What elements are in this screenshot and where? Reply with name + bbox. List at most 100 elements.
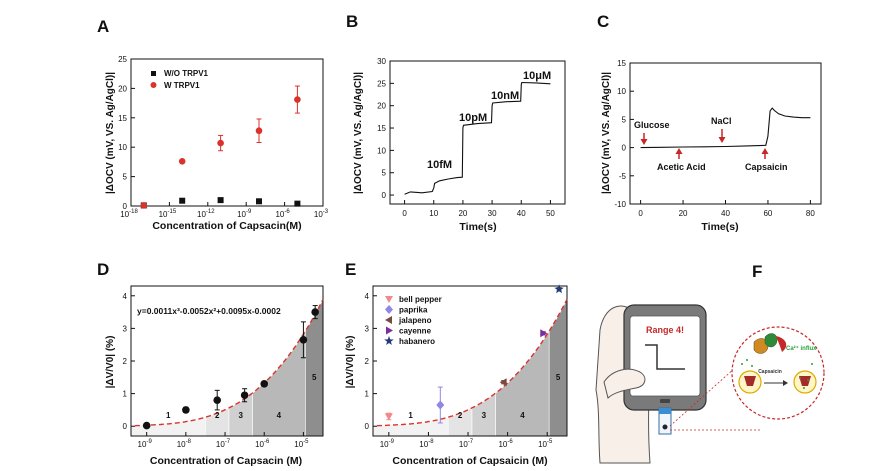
chart-b-x-tick-label: 30 [488, 209, 497, 218]
chart-d-x-tick-label: 10-7 [216, 439, 231, 449]
chart-c-x-tick-label: 20 [679, 209, 688, 218]
chart-b-x-tick-label: 40 [517, 209, 526, 218]
chart-e-y-label: |ΔV/V0| (%) [345, 336, 356, 389]
chart-a-x-tick-label: 10-9 [237, 209, 252, 219]
chart-b-x-tick-label: 50 [546, 209, 555, 218]
chart-e-point-paprika [436, 400, 445, 410]
chart-a-point-with-trpv1 [178, 158, 186, 165]
legend-label-cayenne: cayenne [399, 327, 432, 336]
chart-a-point-without-trpv1 [217, 197, 224, 204]
chart-c-x-tick-label: 80 [806, 209, 815, 218]
chart-d-point [260, 380, 269, 388]
chart-b-annotation-10fm: 10fM [427, 159, 452, 171]
legend-label-jalapeno: jalapeno [398, 316, 432, 325]
chart-b-y-tick-label: 10 [377, 146, 386, 155]
chart-d-range-label: 5 [312, 373, 317, 382]
chart-a-point-with-trpv1 [294, 96, 301, 103]
chart-a-point-without-trpv1 [294, 200, 301, 207]
chart-d-x-tick-label-exponent: -9 [146, 439, 152, 445]
chart-a-y-tick-label: 20 [118, 84, 127, 93]
chart-a: 10-18 10-15 10-12 10-9 10-6 10-3 0 5 10 15 20 25 W/… [105, 55, 329, 232]
chart-a-point-with-trpv1 [255, 127, 263, 135]
chart-d-point [182, 406, 190, 414]
phone-port [660, 399, 670, 403]
legend-marker-cayenne [386, 326, 393, 335]
chart-d-point [142, 421, 151, 430]
chart-a-x-tick-label: 10-12 [197, 209, 215, 219]
chart-d: 10-9 10-8 10-7 10-6 10-5 0 1 2 3 4 1 2 3 4 5 y=0.0011… [105, 285, 324, 467]
chart-a-frame [130, 58, 324, 207]
legend-marker-habanero [384, 336, 394, 345]
chart-a-x-tick-label-exponent: -9 [246, 209, 252, 215]
chart-d-x-tick-label-exponent: -5 [303, 439, 309, 445]
arrow-up-icon [761, 148, 769, 154]
chart-e-y-tick-label: 4 [365, 292, 370, 301]
chart-e-point-jalapeno [499, 378, 507, 387]
chart-c-annotation-nacl: NaCl [711, 116, 732, 126]
chart-d-x-tick-label: 10-6 [255, 439, 270, 449]
chart-b-y-tick-label: 20 [377, 102, 386, 111]
thumb-icon [603, 368, 646, 399]
chart-b-series-line [404, 81, 551, 195]
chart-a-y-tick-label: 10 [118, 143, 127, 152]
chart-d-range-label: 2 [215, 411, 220, 420]
chart-a-x-label: Concentration of Capsacin(M) [152, 220, 301, 232]
chart-d-point [240, 391, 249, 400]
legend-marker-with-trpv1 [150, 82, 157, 88]
chart-e-range-label: 2 [458, 411, 463, 420]
chart-a-x-tick-label-exponent: -12 [206, 209, 215, 215]
chart-b-y-tick-label: 5 [382, 169, 387, 178]
chart-b-annotation-10nm: 10nM [491, 90, 519, 102]
chart-c-y-tick-label: 5 [622, 115, 627, 124]
chart-e-x-tick-label: 10-5 [538, 439, 553, 449]
legend-label-with-trpv1: W TRPV1 [164, 81, 200, 90]
chart-b-x-tick-label: 20 [458, 209, 467, 218]
chart-d-y-tick-label: 4 [123, 292, 128, 301]
chart-d-y-label: |ΔV/V0| (%) [105, 336, 116, 389]
chart-e-x-tick-label-exponent: -6 [507, 439, 513, 445]
chart-b-x-tick-label: 0 [402, 209, 407, 218]
chart-d-x-tick-label-exponent: -7 [225, 439, 231, 445]
chart-a-x-tick-label-exponent: -6 [284, 209, 290, 215]
phone-screen-signal-trace [645, 344, 685, 370]
chart-a-x-tick-label: 10-6 [275, 209, 290, 219]
chart-c-y-tick-label: 10 [617, 87, 626, 96]
panel-label-c: C [597, 12, 609, 31]
chart-b-y-tick-label: 0 [382, 191, 387, 200]
chart-d-fit-curve [134, 299, 324, 427]
chart-c: 0 20 40 60 80 -10 -5 0 5 10 15 Glucose Acetic Acid… [601, 59, 822, 233]
chart-e-y-tick-label: 0 [365, 422, 370, 431]
chart-a-point-without-trpv1 [256, 198, 262, 205]
chart-d-point [299, 336, 308, 344]
phone-screen [629, 315, 701, 397]
chart-a-x-tick-label-exponent: -18 [129, 209, 138, 215]
chart-e-x-tick-label-exponent: -7 [468, 439, 474, 445]
chart-b-x-label: Time(s) [459, 221, 496, 233]
chart-c-x-tick-label: 40 [721, 209, 730, 218]
chart-a-y-label: |ΔOCV (mV, VS. Ag/AgCl)| [105, 72, 116, 194]
chart-a-x-tick-label: 10-18 [120, 209, 138, 219]
panel-label-a: A [97, 17, 109, 36]
chart-d-range-label: 3 [238, 411, 243, 420]
chart-d-x-tick-label-exponent: -6 [264, 439, 270, 445]
chart-e-x-tick-label: 10-9 [380, 439, 395, 449]
chart-d-range-label: 4 [277, 411, 282, 420]
chart-e: 10-9 10-8 10-7 10-6 10-5 0 1 2 3 4 1 2 3 4 5 bell pep… [345, 284, 568, 467]
chart-d-point [213, 396, 222, 404]
chart-d-y-tick-label: 1 [123, 390, 128, 399]
chart-e-range-band [548, 299, 567, 436]
bubble-label: Ca²⁺ influx [786, 345, 817, 352]
chart-e-point-cayenne [540, 329, 548, 338]
chart-b-x-tick-label: 10 [429, 209, 438, 218]
chart-c-frame [629, 62, 822, 205]
chart-b-y-tick-label: 25 [377, 79, 386, 88]
chart-e-x-tick-label: 10-8 [419, 439, 434, 449]
arrow-down-icon [640, 139, 648, 145]
chart-e-x-label: Concentration of Capsaicin (M) [392, 455, 547, 467]
legend-label-bell-pepper: bell pepper [399, 295, 442, 304]
chart-d-equation: y=0.0011x³-0.0052x²+0.0095x-0.0002 [137, 306, 281, 316]
chart-c-x-label: Time(s) [701, 221, 738, 233]
bubble-sublabel: Capsaicin [758, 369, 782, 375]
chart-c-x-tick-label: 60 [763, 209, 772, 218]
